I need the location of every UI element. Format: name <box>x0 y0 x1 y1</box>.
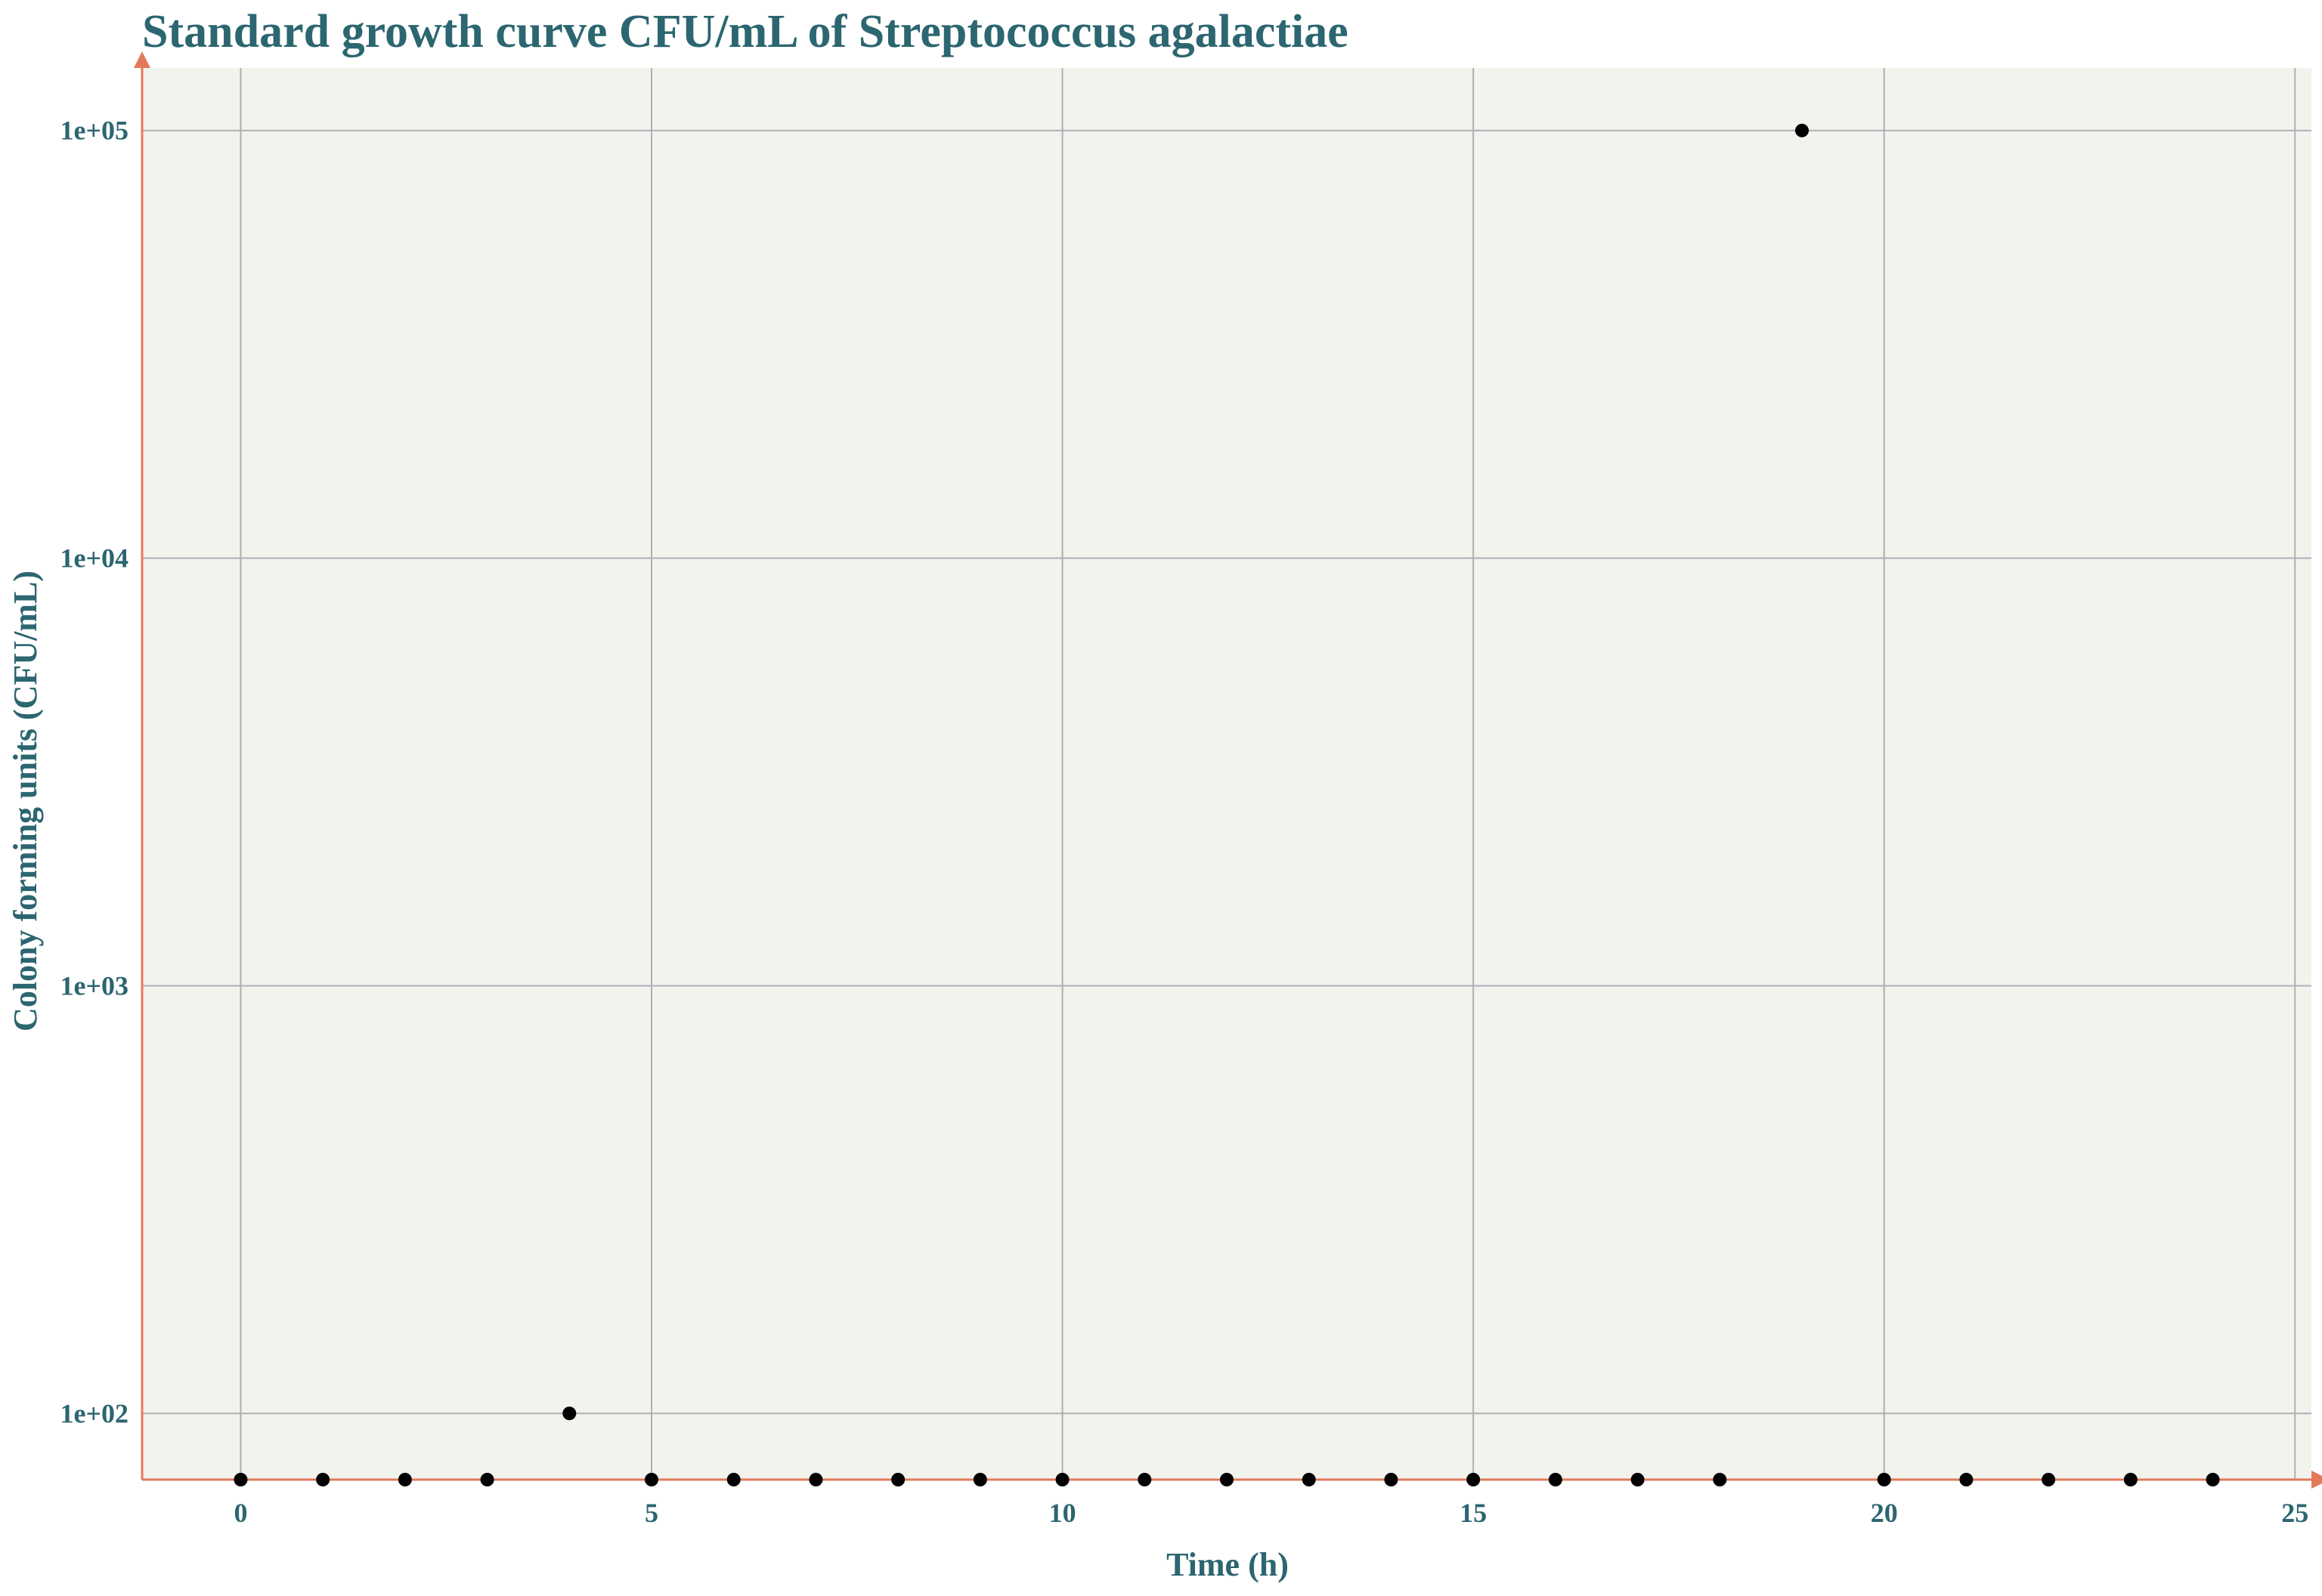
x-tick-label: 20 <box>1871 1498 1898 1528</box>
x-tick-label: 10 <box>1049 1498 1076 1528</box>
data-point <box>1548 1473 1562 1486</box>
plot-panel <box>142 68 2311 1480</box>
x-axis-label: Time (h) <box>1166 1546 1289 1583</box>
data-point <box>2042 1473 2056 1486</box>
grid-lines <box>142 68 2311 1480</box>
data-point <box>1302 1473 1316 1486</box>
data-point <box>1630 1473 1645 1486</box>
x-axis-arrow-icon <box>2311 1471 2322 1489</box>
data-point <box>2206 1473 2220 1486</box>
x-tick-label: 0 <box>234 1498 247 1528</box>
x-tick-label: 25 <box>2281 1498 2308 1528</box>
data-point <box>1794 123 1809 138</box>
y-tick-label: 1e+03 <box>60 970 129 1001</box>
data-point <box>480 1473 494 1486</box>
data-point <box>809 1473 823 1486</box>
y-tick-labels: 1e+02 1e+03 1e+04 1e+05 <box>60 116 129 1429</box>
data-point <box>973 1473 987 1486</box>
y-axis-label: Colony forming units (CFU/mL) <box>7 571 44 1032</box>
data-point <box>1384 1473 1398 1486</box>
data-point <box>1138 1473 1152 1486</box>
y-tick-label: 1e+04 <box>60 543 129 574</box>
y-tick-label: 1e+05 <box>60 116 129 146</box>
x-tick-labels: 0 5 10 15 20 25 <box>234 1498 2308 1528</box>
data-point <box>1466 1473 1481 1486</box>
x-tick-label: 5 <box>645 1498 658 1528</box>
data-point <box>645 1473 659 1486</box>
x-tick-label: 15 <box>1460 1498 1487 1528</box>
data-points <box>234 123 2220 1486</box>
data-point <box>1877 1473 1891 1486</box>
y-tick-label: 1e+02 <box>60 1398 129 1428</box>
data-point <box>316 1473 330 1486</box>
chart-title: Standard growth curve CFU/mL of Streptoc… <box>142 6 1348 57</box>
y-axis-arrow-icon <box>134 51 150 68</box>
data-point <box>726 1473 741 1486</box>
data-point <box>398 1473 412 1486</box>
data-point <box>1220 1473 1234 1486</box>
data-point <box>234 1473 248 1486</box>
data-point <box>1713 1473 1727 1486</box>
data-point <box>1055 1473 1070 1486</box>
data-point <box>2123 1473 2138 1486</box>
data-point <box>891 1473 906 1486</box>
data-point <box>1959 1473 1974 1486</box>
data-point <box>562 1406 577 1421</box>
